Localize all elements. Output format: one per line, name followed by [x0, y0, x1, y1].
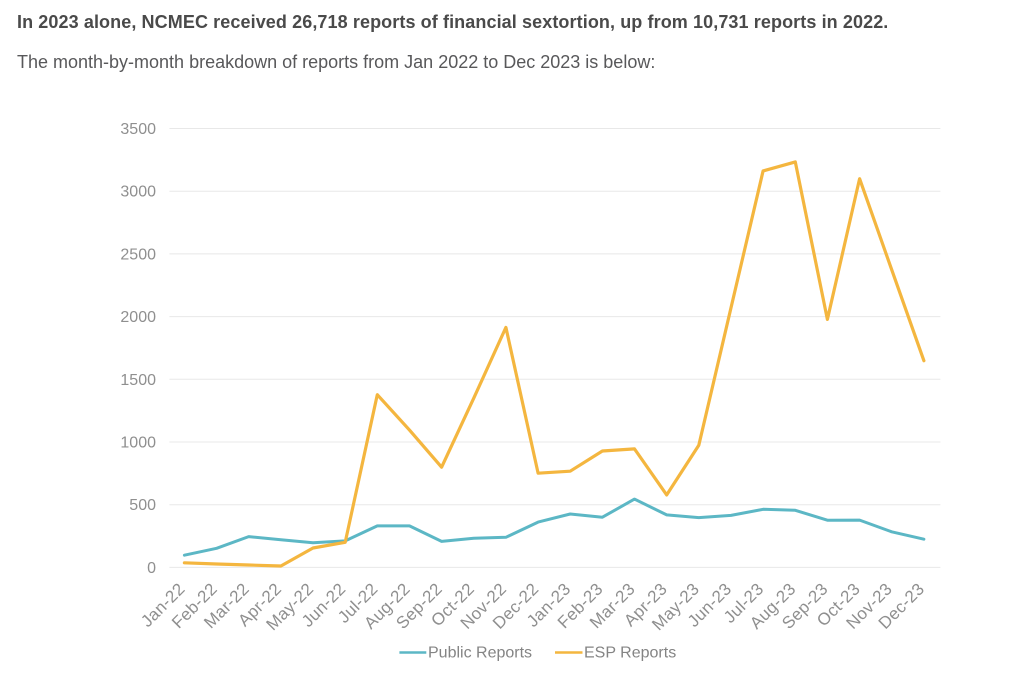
svg-text:1000: 1000 [120, 435, 156, 452]
svg-text:3000: 3000 [120, 184, 156, 201]
svg-text:2000: 2000 [120, 309, 156, 326]
svg-text:3500: 3500 [120, 121, 156, 138]
svg-text:ESP Reports: ESP Reports [584, 645, 676, 662]
svg-text:500: 500 [129, 497, 156, 514]
svg-text:Public Reports: Public Reports [428, 645, 532, 662]
svg-text:0: 0 [147, 560, 156, 577]
svg-text:1500: 1500 [120, 372, 156, 389]
svg-text:2500: 2500 [120, 246, 156, 263]
